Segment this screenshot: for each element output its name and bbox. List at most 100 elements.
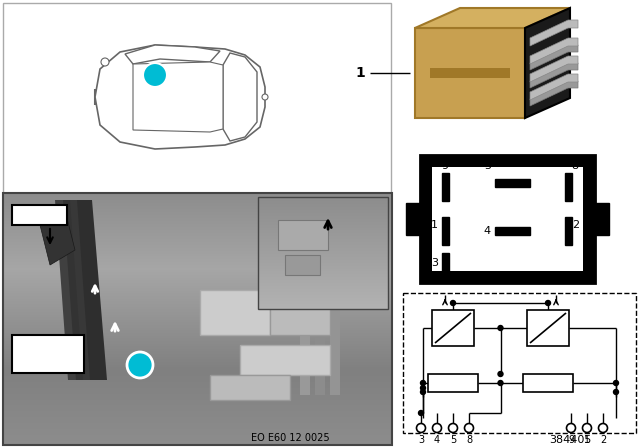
Bar [3,278,392,279]
Bar [3,434,392,435]
Bar [3,279,392,280]
Bar [3,219,392,220]
Bar [3,402,392,403]
Circle shape [419,410,424,415]
Bar [3,218,392,219]
Bar [258,267,388,268]
Bar [258,285,388,286]
Bar [3,382,392,383]
Bar [258,254,388,255]
Bar [3,397,392,398]
Bar [3,227,392,228]
Bar [258,233,388,234]
Bar [258,228,388,229]
Text: 5: 5 [450,435,456,445]
Bar [3,195,392,196]
Bar [3,320,392,321]
Circle shape [582,423,591,432]
Bar [258,256,388,257]
Bar [258,201,388,202]
Bar [258,225,388,226]
Bar [3,296,392,297]
Bar [3,333,392,334]
Bar [3,257,392,258]
Bar [258,212,388,213]
Bar [3,356,392,357]
Bar [3,396,392,397]
Bar [258,286,388,287]
Bar [258,282,388,283]
Bar [3,381,392,382]
Bar [258,222,388,223]
Polygon shape [525,8,570,118]
Bar [258,219,388,220]
Bar [3,444,392,445]
Bar [3,375,392,376]
Bar [258,234,388,235]
Circle shape [498,371,503,376]
Bar [3,297,392,298]
Polygon shape [63,200,93,380]
Bar [3,204,392,205]
Bar [3,373,392,374]
Bar [258,299,388,300]
Bar [3,267,392,268]
Bar [258,213,388,214]
Text: 5: 5 [484,161,491,171]
Bar [258,224,388,225]
Bar [3,394,392,395]
Bar [258,197,388,309]
Bar [3,334,392,335]
Text: 3: 3 [418,435,424,445]
Bar [3,253,392,254]
Bar [258,205,388,206]
Bar [258,251,388,252]
Bar [3,200,392,201]
Bar [258,230,388,231]
Bar [3,300,392,301]
Bar [258,236,388,237]
Bar [3,387,392,388]
Bar [3,389,392,390]
Bar [258,280,388,281]
Bar [258,215,388,216]
Bar [3,236,392,237]
Text: 9: 9 [442,161,449,171]
Bar [523,374,573,392]
Bar [3,3,391,193]
Bar [3,355,392,356]
Bar [3,407,392,408]
Bar [3,401,392,402]
Bar [3,198,392,199]
Bar [406,203,422,235]
Bar [3,234,392,235]
Bar [3,341,392,342]
Bar [3,380,392,381]
Bar [3,437,392,438]
Bar [3,194,392,195]
Bar [258,226,388,227]
Bar [258,259,388,260]
Bar [3,213,392,214]
Bar [3,398,392,399]
Bar [3,359,392,360]
Bar [3,399,392,400]
Bar [3,196,392,197]
Bar [258,231,388,232]
Bar [3,405,392,406]
Text: X1242: X1242 [26,354,70,367]
Bar [3,327,392,328]
Bar [403,293,636,433]
Bar [3,331,392,332]
Bar [3,323,392,324]
Bar [3,317,392,318]
Bar [3,230,392,231]
Bar [258,210,388,211]
Bar [3,201,392,202]
Bar [3,291,392,292]
Bar [258,307,388,308]
Circle shape [420,380,426,385]
Bar [3,344,392,345]
Bar [258,237,388,238]
Bar [3,252,392,253]
